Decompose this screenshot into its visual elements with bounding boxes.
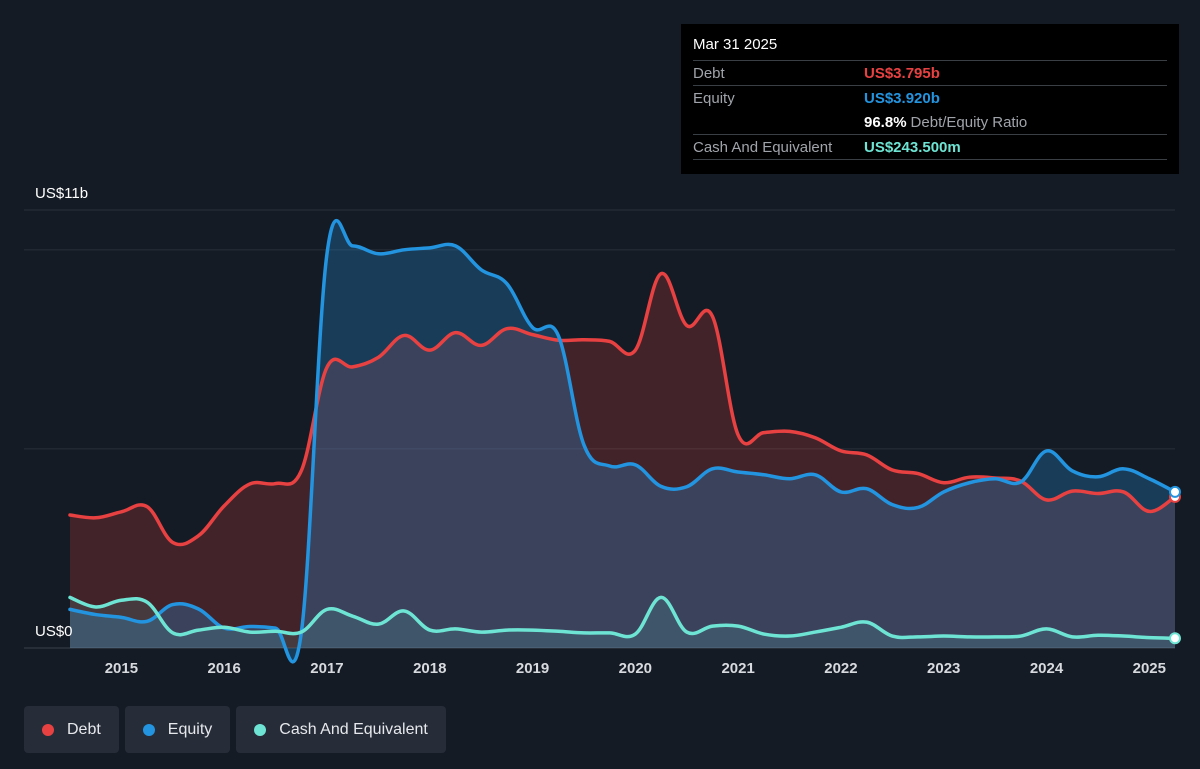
tooltip-panel: Mar 31 2025 Debt US$3.795b Equity US$3.9… [681, 24, 1179, 174]
legend-dot-cash [254, 723, 267, 736]
tooltip-debt-value: US$3.795b [864, 64, 940, 82]
cash-and-equivalent-line [68, 595, 1177, 641]
x-tick-label: 2020 [619, 660, 652, 677]
tooltip-cash-label: Cash And Equivalent [693, 138, 833, 156]
cash-and-equivalent-end-marker [1169, 632, 1181, 645]
legend-label-cash: Cash And Equivalent [279, 720, 428, 738]
tooltip-equity-value: US$3.920b [864, 89, 940, 107]
x-tick-label: 2024 [1030, 660, 1064, 677]
y-axis-bottom-label: US$0 [35, 623, 73, 640]
x-axis-ticks: 2015 2016 2017 2018 2019 2020 2021 2022 2023 2024… [105, 660, 1166, 677]
tooltip-equity-label: Equity [693, 89, 735, 107]
legend-dot-equity [142, 723, 155, 736]
tooltip-cash-row: Cash And Equivalent US$243.500m [693, 134, 1167, 160]
tooltip-ratio-row: 96.8% Debt/Equity Ratio [693, 110, 1167, 134]
tooltip-equity-row: Equity US$3.920b [693, 85, 1167, 110]
equity-line [68, 219, 1177, 664]
equity-end-marker [1169, 485, 1181, 498]
tooltip-cash-value: US$243.500m [864, 138, 961, 156]
tooltip-debt-label: Debt [693, 64, 725, 82]
tooltip-debt-row: Debt US$3.795b [693, 60, 1167, 85]
tooltip-date: Mar 31 2025 [693, 36, 778, 53]
chart-legend: Debt Equity Cash And Equivalent [24, 706, 446, 753]
x-tick-label: 2023 [927, 660, 960, 677]
x-tick-label: 2018 [413, 660, 446, 677]
equity-area [70, 220, 1175, 662]
series-areas [70, 220, 1175, 662]
legend-label-equity: Equity [167, 720, 213, 738]
legend-label-debt: Debt [67, 720, 101, 738]
x-tick-label: 2015 [105, 660, 138, 677]
grid-lines [24, 209, 1175, 649]
end-markers [1169, 485, 1181, 645]
legend-dot-debt [42, 723, 54, 736]
x-tick-label: 2025 [1133, 660, 1166, 677]
legend-item-equity[interactable]: Equity [124, 706, 231, 753]
cash-and-equivalent-area [70, 597, 1175, 648]
series-lines [68, 219, 1177, 664]
x-tick-label: 2021 [721, 660, 754, 677]
tooltip-ratio-label: Debt/Equity Ratio [910, 113, 1028, 131]
legend-item-cash[interactable]: Cash And Equivalent [236, 706, 446, 753]
debt-equity-chart: US$11b US$0 2015 2016 2017 2018 2019 2020 2021… [24, 185, 1181, 677]
x-tick-label: 2019 [516, 660, 549, 677]
debt-line [68, 271, 1177, 547]
y-axis-top-label: US$11b [35, 185, 88, 202]
x-tick-label: 2022 [824, 660, 857, 677]
legend-item-debt[interactable]: Debt [24, 706, 119, 753]
x-tick-label: 2017 [310, 660, 343, 677]
x-tick-label: 2016 [207, 660, 240, 677]
tooltip-ratio-value: 96.8% [864, 113, 907, 131]
